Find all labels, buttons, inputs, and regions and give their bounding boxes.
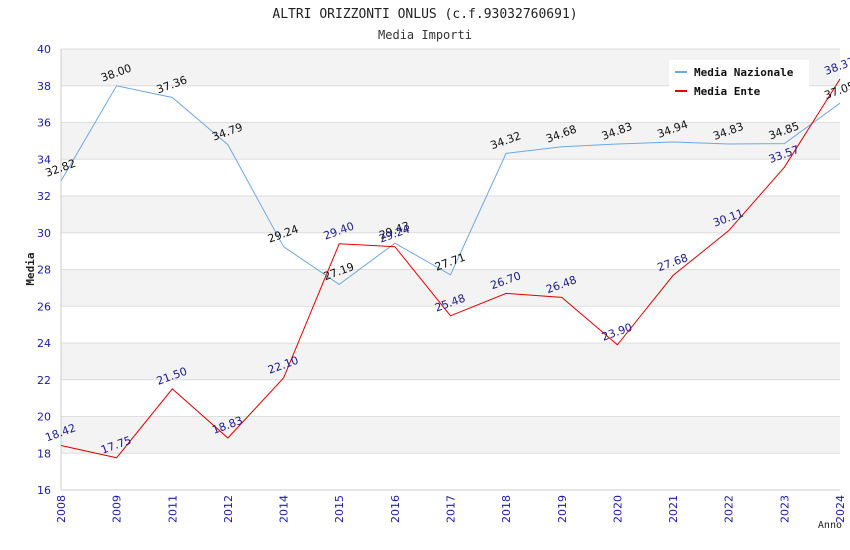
x-tick-label: 2018 [500, 495, 513, 523]
grid [60, 48, 840, 491]
grid-band [61, 269, 840, 307]
x-tick-label: 2008 [55, 495, 68, 523]
y-tick-label: 38 [37, 80, 51, 93]
y-tick-label: 30 [37, 227, 51, 240]
y-tick-label: 36 [37, 117, 51, 130]
legend-label: Media Nazionale [694, 66, 794, 79]
legend: Media Nazionale Media Ente [669, 60, 809, 100]
y-tick-label: 16 [37, 484, 51, 497]
x-tick-label: 2020 [611, 495, 624, 523]
grid-band [61, 343, 840, 380]
y-tick-label: 28 [37, 264, 51, 277]
x-tick-label: 2009 [111, 495, 124, 523]
y-tick-label: 34 [37, 153, 51, 166]
y-axis-label: Media [24, 252, 37, 285]
x-tick-label: 2015 [333, 495, 346, 523]
y-tick-label: 18 [37, 447, 51, 460]
x-axis-label: Anno [818, 520, 842, 531]
x-axis-ticks: 2008 2009 2011 2012 2014 2015 2016 2017 2018 2019… [55, 495, 847, 523]
y-tick-label: 20 [37, 411, 51, 424]
x-tick-label: 2016 [389, 495, 402, 523]
y-tick-label: 24 [37, 337, 51, 350]
x-tick-label: 2021 [667, 495, 680, 523]
x-tick-label: 2019 [556, 495, 569, 523]
series-lines [60, 78, 841, 459]
grid-band [61, 122, 840, 160]
legend-box [669, 60, 809, 100]
x-tick-label: 2017 [445, 495, 458, 523]
series-line [60, 78, 841, 459]
grid-band [61, 196, 840, 233]
y-tick-label: 40 [37, 43, 51, 56]
x-tick-label: 2011 [166, 495, 179, 523]
x-tick-label: 2022 [723, 495, 736, 523]
x-tick-label: 2014 [278, 495, 291, 523]
x-tick-label: 2023 [778, 495, 791, 523]
grid-band [61, 416, 840, 454]
x-tick-label: 2024 [834, 495, 847, 523]
chart-subtitle: Media Importi [378, 28, 472, 42]
series-line [60, 85, 841, 286]
legend-label: Media Ente [694, 85, 761, 98]
y-tick-label: 32 [37, 190, 51, 203]
y-axis-ticks: 16 18 20 22 24 26 28 30 32 34 36 38 40 [37, 43, 51, 497]
x-tick-label: 2012 [222, 495, 235, 523]
y-tick-label: 26 [37, 300, 51, 313]
y-tick-label: 22 [37, 374, 51, 387]
chart-title: ALTRI ORIZZONTI ONLUS (c.f.93032760691) [272, 7, 577, 22]
